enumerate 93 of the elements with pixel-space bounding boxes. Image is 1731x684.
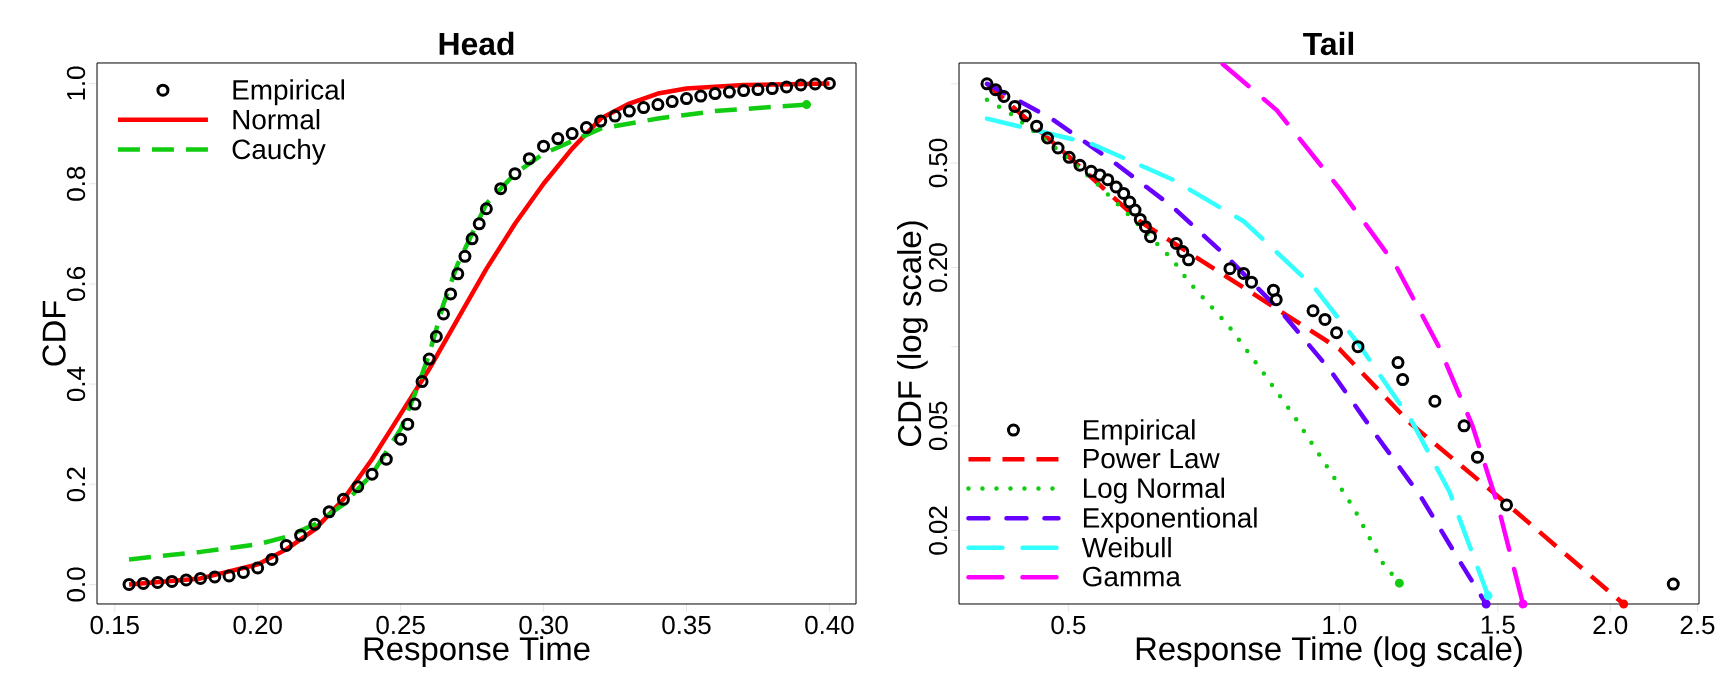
legend-label: Exponentional [1083,507,1257,534]
legend-label: Empirical [1083,419,1195,446]
point [322,505,336,519]
x-tick-label: 1.0 [1323,615,1357,635]
legend-label: Empirical [233,79,344,106]
point [308,517,322,531]
legend-label: Cauchy [232,138,326,165]
point [236,565,250,579]
point [351,480,365,494]
point [136,576,150,590]
point [437,307,450,321]
point [408,397,422,411]
point [472,217,486,231]
point [780,80,794,94]
legend-label: Power Law [1083,448,1220,469]
point [401,417,415,431]
point [622,104,636,118]
point [222,569,236,583]
point [479,202,493,216]
point [208,570,222,584]
point [565,127,579,141]
point [179,573,193,587]
x-tick-label: 0.25 [376,615,425,635]
point [594,114,608,128]
point [708,87,722,101]
point [415,375,429,389]
point [822,77,836,91]
point [694,89,708,103]
point [637,101,651,115]
point [537,139,551,153]
point [808,77,822,91]
point [379,452,393,466]
x-tick-label: 1.5 [1481,615,1515,634]
point [265,552,279,566]
x-axis-title: Response Time [364,636,590,667]
y-axis-title: CDF [42,301,66,366]
y-tick-label: 0.50 [928,138,948,188]
legend-label: Log Normal [1083,477,1224,504]
x-tick-label: 0.30 [519,615,568,635]
y-axis-title: CDF (log scale) [897,221,928,446]
x-tick-label: 0.20 [233,615,282,635]
point [802,100,812,110]
point [737,84,751,98]
point [122,577,136,591]
x-tick-label: 0.35 [662,615,711,635]
point [765,82,779,96]
legend-label: Normal [233,109,320,130]
point [294,528,308,542]
y-tick-label: 0.8 [66,166,86,201]
y-tick-label: 1.0 [66,66,86,100]
y-tick-label: 0.05 [928,401,948,451]
point [680,92,693,106]
chart-title: Tail [1303,31,1354,56]
point [579,121,593,135]
point [465,232,479,246]
x-axis-title: Response Time (log scale) [1136,636,1522,667]
point [194,571,207,585]
point [365,467,379,481]
y-tick-label: 0.02 [928,506,948,555]
point [429,329,443,343]
x-tick-label: 0.5 [1051,615,1086,635]
point [165,574,179,588]
point [722,85,736,99]
point [451,267,465,281]
y-tick-label: 0.20 [928,243,948,292]
x-tick-label: 2.0 [1593,615,1628,635]
y-tick-label: 0.4 [66,366,86,402]
point [665,95,679,109]
chart-title: Head [439,31,514,56]
point [279,538,293,552]
point [251,561,265,575]
point [522,152,536,166]
point [651,98,665,112]
point [608,109,622,123]
legend-label: Weibull [1081,537,1171,558]
y-tick-label: 0.2 [66,467,86,502]
y-tick-label: 0.6 [66,267,86,301]
point [508,167,522,181]
x-tick-label: 0.40 [805,615,854,635]
point [422,352,436,366]
point [336,492,350,506]
point [151,575,165,589]
point [551,132,565,146]
x-tick-label: 0.15 [90,615,139,635]
point [494,182,508,196]
point [394,432,408,446]
x-tick-label: 2.5 [1680,615,1715,635]
y-tick-label: 0.0 [66,567,86,602]
point [444,287,458,301]
legend-label: Gamma [1083,566,1181,587]
point [751,83,765,97]
point [458,249,472,263]
point [794,78,808,92]
